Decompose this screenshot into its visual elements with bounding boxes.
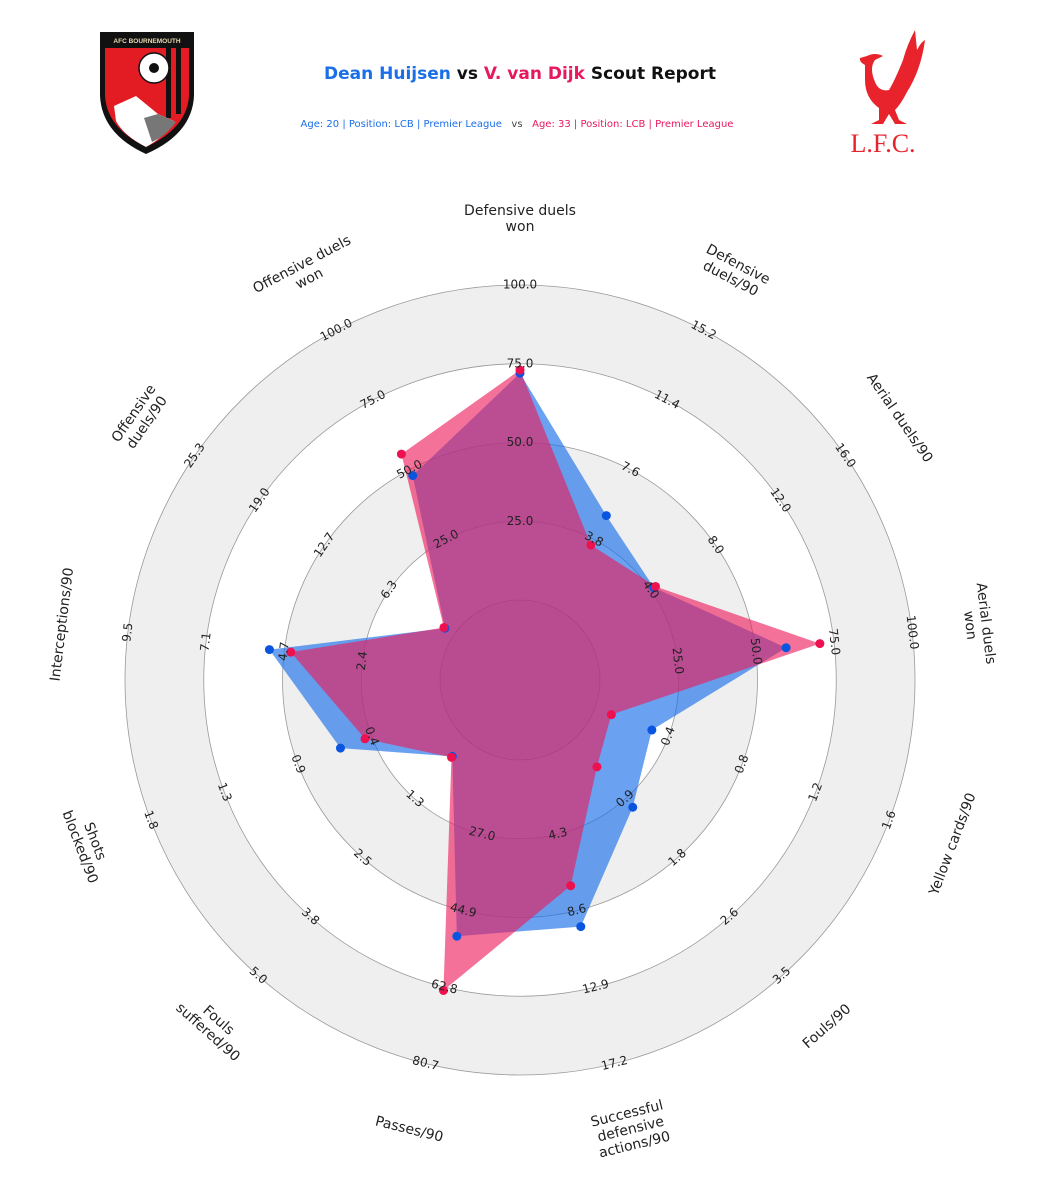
data-point-player1 xyxy=(628,802,638,812)
tick-label: 0.8 xyxy=(732,753,752,776)
tick-label: 8.6 xyxy=(566,901,588,919)
axis-label: Offensiveduels/90 xyxy=(109,382,173,455)
player1-info: Age: 20 | Position: LCB | Premier League xyxy=(300,119,502,130)
axis-label-line: won xyxy=(506,219,535,235)
tick-label: 0.4 xyxy=(362,725,382,748)
tick-label: 0.9 xyxy=(288,753,308,776)
axis-label-line: Fouls/90 xyxy=(800,1001,855,1052)
tick-label: 44.9 xyxy=(449,900,478,920)
tick-label: 50.0 xyxy=(748,637,765,665)
data-point-player1 xyxy=(452,931,462,941)
axis-label: Shotsblocked/90 xyxy=(59,803,116,886)
bournemouth-logo: AFC BOURNEMOUTH xyxy=(100,32,194,154)
tick-label: 2.4 xyxy=(354,650,370,671)
data-point-player1 xyxy=(601,511,611,521)
tick-label: 75.0 xyxy=(507,356,534,370)
data-point-player2 xyxy=(592,762,602,772)
axis-label-line: Passes/90 xyxy=(374,1113,445,1145)
data-point-player2 xyxy=(515,365,525,375)
axis-label: Aerial duelswon xyxy=(957,582,999,667)
data-point-player1 xyxy=(264,645,274,655)
tick-label: 9.5 xyxy=(119,622,135,643)
tick-label: 27.0 xyxy=(467,824,496,844)
tick-label: 4.3 xyxy=(547,825,569,843)
tick-label: 25.0 xyxy=(507,514,534,528)
axis-label: Yellow cards/90 xyxy=(926,791,980,899)
axis-label-line: Interceptions/90 xyxy=(48,567,78,683)
title-suffix: Scout Report xyxy=(590,64,716,84)
player1-name: Dean Huijsen xyxy=(324,64,451,84)
data-point-player2 xyxy=(286,647,296,657)
tick-label: 1.8 xyxy=(141,808,161,831)
axis-label-line: won xyxy=(960,610,979,641)
data-point-player1 xyxy=(576,922,586,932)
radar-area-player2 xyxy=(290,370,820,991)
chart-title: Dean Huijsen vs V. van Dijk Scout Report xyxy=(0,64,1040,84)
tick-label: 0.4 xyxy=(658,725,678,748)
axis-label: Offensive duelswon xyxy=(250,232,361,311)
liverpool-logo: L.F.C. xyxy=(850,30,925,158)
tick-label: 75.0 xyxy=(826,628,843,656)
axis-label-line: Defensive duels xyxy=(464,203,576,219)
tick-label: 7.1 xyxy=(197,631,213,652)
data-point-player2 xyxy=(438,985,448,995)
data-point-player2 xyxy=(651,581,661,591)
data-point-player2 xyxy=(815,639,825,649)
data-point-player2 xyxy=(360,734,370,744)
axis-label: Passes/90 xyxy=(374,1113,445,1145)
tick-label: 12.9 xyxy=(581,977,610,997)
data-point-player2 xyxy=(586,540,596,550)
axis-label: Interceptions/90 xyxy=(48,567,78,683)
svg-text:AFC BOURNEMOUTH: AFC BOURNEMOUTH xyxy=(113,38,180,45)
subtitle-vs: vs xyxy=(511,119,523,130)
title-vs: vs xyxy=(456,64,478,84)
tick-label: 62.8 xyxy=(430,977,459,997)
tick-label: 50.0 xyxy=(507,435,534,449)
axis-label: Aerial duels/90 xyxy=(863,371,936,466)
axis-label: Foulssuffered/90 xyxy=(172,988,253,1065)
tick-label: 1.2 xyxy=(805,781,825,804)
data-point-player1 xyxy=(647,725,657,735)
tick-label: 17.2 xyxy=(600,1053,629,1073)
tick-label: 100.0 xyxy=(503,278,537,292)
axis-label-line: Yellow cards/90 xyxy=(926,791,980,899)
data-point-player2 xyxy=(396,449,406,459)
axis-label: Defensive duels won xyxy=(464,203,576,235)
data-point-player2 xyxy=(446,752,456,762)
tick-label: 1.6 xyxy=(879,808,899,831)
axis-label-line: Aerial duels/90 xyxy=(863,371,936,466)
tick-label: 25.0 xyxy=(670,647,687,675)
chart-subtitle: Age: 20 | Position: LCB | Premier League… xyxy=(0,119,1034,130)
player2-info: Age: 33 | Position: LCB | Premier League xyxy=(532,119,734,130)
axis-label: Defensiveduels/90 xyxy=(696,241,773,302)
data-point-player1 xyxy=(335,743,345,753)
tick-label: 100.0 xyxy=(904,614,922,650)
data-point-player2 xyxy=(439,622,449,632)
tick-label: 1.3 xyxy=(215,781,235,804)
player2-name: V. van Dijk xyxy=(483,64,585,84)
data-point-player2 xyxy=(566,881,576,891)
axis-label: Successfuldefensiveactions/90 xyxy=(589,1097,672,1161)
tick-label: 80.7 xyxy=(411,1053,440,1073)
tick-label: 4.7 xyxy=(276,641,292,662)
data-point-player1 xyxy=(781,643,791,653)
data-point-player1 xyxy=(408,471,418,481)
axis-label: Fouls/90 xyxy=(800,1001,855,1052)
data-point-player2 xyxy=(606,710,616,720)
svg-text:L.F.C.: L.F.C. xyxy=(850,129,915,158)
